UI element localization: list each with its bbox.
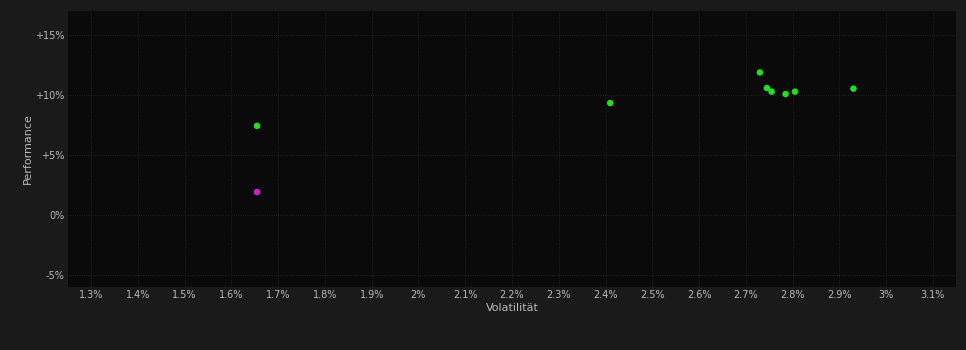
Point (764, 89, 780, 95)
Y-axis label: Performance: Performance (22, 113, 33, 184)
Point (249, 189, 265, 195)
Point (603, 100, 618, 106)
Point (249, 123, 265, 129)
Point (787, 89, 803, 95)
Point (778, 91, 793, 97)
X-axis label: Volatilität: Volatilität (486, 302, 538, 313)
Point (759, 85, 775, 91)
Point (845, 86, 861, 91)
Point (753, 70, 768, 75)
